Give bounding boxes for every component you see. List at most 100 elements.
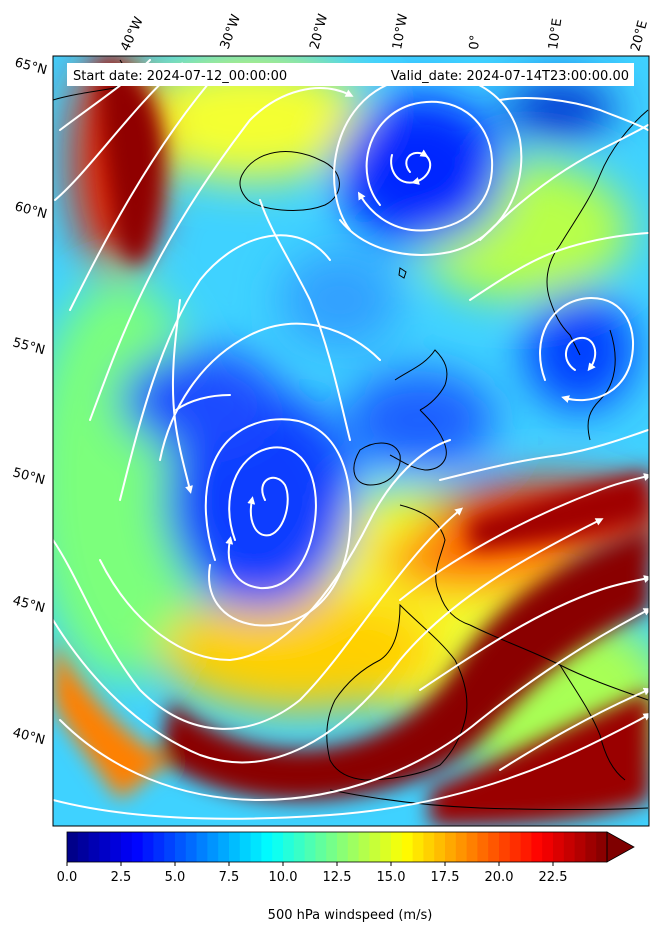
colorbar-segment (304, 832, 316, 862)
colorbar-segment (250, 832, 262, 862)
colorbar-segment (293, 832, 306, 862)
lat-label: 60°N (13, 199, 49, 222)
streamline (99, 439, 451, 662)
streamline (53, 712, 649, 820)
streamline (89, 87, 354, 421)
colorbar-tick-label: 17.5 (431, 870, 460, 885)
colorbar-segment (218, 832, 230, 862)
colorbar-segment (380, 832, 392, 862)
colorbar-segment (434, 832, 446, 862)
lat-label: 40°N (11, 725, 47, 748)
colorbar-segment (131, 832, 144, 862)
streamline (171, 299, 193, 494)
colorbar-extend-arrow (606, 831, 635, 863)
map-frame (52, 55, 650, 827)
colorbar-segment (423, 832, 435, 862)
colorbar-segment (574, 832, 586, 862)
britain-coast (389, 409, 447, 471)
colorbar-segment (412, 832, 424, 862)
colorbar-tick-label: 10.0 (269, 870, 298, 885)
streamline (69, 66, 223, 311)
colorbar-segment (99, 832, 111, 862)
lon-label: 20°E (628, 19, 651, 53)
colorbar-tick-label: 2.5 (111, 870, 132, 885)
colorbar-tick-label: 5.0 (165, 870, 186, 885)
streamline (53, 518, 604, 764)
colorbar: 0.0 2.5 5.0 7.5 10.0 12.5 15.0 17.5 20.0 22.5 500… (57, 831, 635, 923)
streamline (499, 687, 649, 771)
colorbar-segment (207, 832, 219, 862)
colorbar-segment (153, 832, 165, 862)
colorbar-segment (445, 832, 457, 862)
streamline (390, 149, 432, 185)
colorbar-segment (121, 832, 133, 862)
info-box (67, 63, 634, 86)
windspeed-field (53, 56, 649, 826)
colorbar-segment (175, 832, 187, 862)
sweden-coast (587, 329, 616, 441)
colorbar-segment (315, 832, 327, 862)
streamline (59, 608, 649, 802)
colorbar-segment (488, 832, 500, 862)
colorbar-segment (401, 832, 414, 862)
colorbar-segment (67, 832, 79, 862)
colorbar-segment (347, 832, 360, 862)
streamline (399, 473, 649, 601)
north-africa-coast (329, 789, 649, 810)
colorbar-segment (272, 832, 284, 862)
iceland-coast (239, 151, 340, 211)
colorbar-segment (553, 832, 565, 862)
lon-label: 20°W (307, 12, 331, 51)
colorbar-tick-label: 7.5 (219, 870, 240, 885)
streamline (469, 232, 649, 301)
faroe-coast (398, 267, 407, 279)
colorbar-segment (455, 832, 468, 862)
lon-label: 10°W (390, 13, 411, 51)
streamline (439, 429, 649, 481)
colorbar-segment (596, 832, 608, 862)
colorbar-segment (466, 832, 478, 862)
colorbar-tick-label: 0.0 (57, 870, 78, 885)
colorbar-segment (563, 832, 576, 862)
lat-label: 55°N (11, 335, 47, 358)
start-date-label: Start date: 2024-07-12_00:00:00 (73, 69, 287, 84)
streamline (53, 507, 464, 730)
colorbar-tick-label: 22.5 (539, 870, 568, 885)
valid-date-label: Valid_date: 2024-07-14T23:00:00.00 (391, 69, 629, 84)
colorbar-segment (391, 832, 403, 862)
streamline (357, 100, 494, 232)
colorbar-ticks: 0.0 2.5 5.0 7.5 10.0 12.5 15.0 17.5 20.0 22.5 (57, 862, 568, 885)
colorbar-segment (261, 832, 273, 862)
lat-label: 45°N (11, 593, 47, 616)
streamline (565, 336, 597, 372)
streamline (479, 124, 649, 241)
colorbar-title: 500 hPa windspeed (m/s) (268, 908, 433, 923)
colorbar-segment (585, 832, 597, 862)
colorbar-segment (77, 832, 90, 862)
lon-label: 30°W (218, 12, 244, 51)
colorbar-tick-label: 20.0 (485, 870, 514, 885)
lat-label: 50°N (11, 465, 47, 488)
colorbar-segment (283, 832, 295, 862)
colorbar-segment (110, 832, 122, 862)
france-coast (399, 504, 471, 626)
italy-coast (559, 664, 626, 781)
streamline (499, 97, 649, 131)
colorbar-segment (477, 832, 489, 862)
streamline (259, 199, 351, 441)
colorbar-segment (239, 832, 252, 862)
colorbar-segment (337, 832, 349, 862)
streamline (204, 418, 352, 627)
colorbar-segment (326, 832, 338, 862)
colorbar-segment (229, 832, 241, 862)
colorbar-segment (358, 832, 370, 862)
coastlines (53, 59, 649, 810)
lat-label: 65°N (13, 55, 49, 78)
scotland-coast (394, 349, 448, 411)
streamline (119, 234, 331, 501)
colorbar-segment (499, 832, 511, 862)
lon-label: 10°E (546, 18, 565, 51)
colorbar-tick-label: 15.0 (377, 870, 406, 885)
streamline (333, 73, 523, 256)
